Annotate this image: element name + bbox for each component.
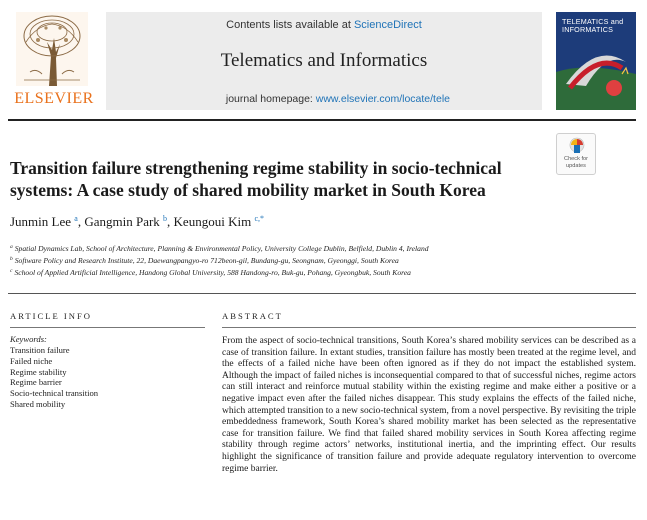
author-name[interactable]: Gangmin Park: [84, 214, 160, 229]
elsevier-logo[interactable]: ELSEVIER: [8, 12, 96, 110]
abstract-divider: [222, 327, 636, 328]
homepage-prefix: journal homepage:: [225, 93, 316, 105]
article-title: Transition failure strengthening regime …: [10, 158, 502, 200]
keyword-list: Transition failure Failed niche Regime s…: [10, 345, 98, 410]
article-info-heading: ARTICLE INFO: [10, 311, 92, 321]
author-name[interactable]: Junmin Lee: [10, 214, 72, 229]
affiliation-item: a Spatial Dynamics Lab, School of Archite…: [10, 242, 610, 254]
affiliation-item: b Software Policy and Research Institute,…: [10, 254, 610, 266]
keywords-label: Keywords:: [10, 334, 47, 344]
affiliation-mark: a: [10, 244, 13, 250]
author-list: Junmin Lee a, Gangmin Park b, Keungoui K…: [10, 214, 264, 229]
affiliation-mark: c: [10, 268, 13, 274]
journal-title[interactable]: Telematics and Informatics: [220, 50, 428, 71]
contents-line: Contents lists available at ScienceDirec…: [106, 19, 542, 31]
affiliation-mark: b: [10, 256, 13, 262]
publisher-name: ELSEVIER: [14, 90, 94, 107]
author-affiliation-mark[interactable]: a: [74, 214, 78, 223]
journal-homepage-link[interactable]: www.elsevier.com/locate/tele: [315, 93, 450, 105]
check-for-updates-button[interactable]: Check for updates: [556, 133, 596, 175]
keyword-item[interactable]: Transition failure: [10, 345, 70, 355]
affiliation-text: Software Policy and Research Institute, …: [14, 256, 399, 265]
abstract-heading: ABSTRACT: [222, 311, 283, 321]
affiliation-text: School of Applied Artificial Intelligenc…: [14, 268, 411, 277]
check-updates-icon: [569, 137, 585, 153]
affiliation-list: a Spatial Dynamics Lab, School of Archite…: [10, 242, 610, 278]
abstract-text: From the aspect of socio-technical trans…: [222, 336, 636, 474]
sciencedirect-link[interactable]: ScienceDirect: [353, 19, 422, 31]
header-divider: [8, 119, 636, 121]
section-divider: [8, 293, 636, 294]
affiliation-text: Spatial Dynamics Lab, School of Architec…: [14, 244, 429, 253]
article-info-divider: [10, 327, 205, 328]
affiliation-item: c School of Applied Artificial Intelligen…: [10, 266, 610, 278]
keyword-item[interactable]: Failed niche: [10, 355, 53, 366]
author-affiliation-mark[interactable]: c,*: [254, 214, 264, 223]
keyword-item[interactable]: Socio-technical transition: [10, 388, 99, 399]
cover-title: TELEMATICS and INFORMATICS: [562, 17, 624, 34]
cover-art-icon: [556, 55, 636, 110]
keyword-item[interactable]: Regime barrier: [10, 377, 62, 388]
contents-prefix: Contents lists available at: [226, 19, 354, 31]
journal-masthead: Contents lists available at ScienceDirec…: [106, 12, 542, 110]
check-updates-label: Check for updates: [564, 156, 588, 169]
keyword-item[interactable]: Shared mobility: [10, 398, 66, 409]
keyword-item[interactable]: Regime stability: [10, 366, 67, 377]
journal-cover[interactable]: TELEMATICS and INFORMATICS: [556, 12, 636, 110]
homepage-line: journal homepage: www.elsevier.com/locat…: [226, 93, 450, 105]
author-affiliation-mark[interactable]: b: [163, 214, 168, 223]
elsevier-tree-icon: [16, 12, 88, 86]
author-name[interactable]: Keungoui Kim: [173, 214, 252, 229]
